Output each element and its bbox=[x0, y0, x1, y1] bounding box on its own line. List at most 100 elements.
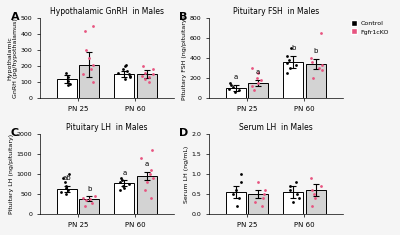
Point bbox=[64, 76, 71, 79]
Text: A: A bbox=[10, 12, 19, 22]
Point bbox=[145, 80, 152, 84]
Point bbox=[58, 191, 64, 194]
Point bbox=[308, 56, 314, 60]
Point bbox=[90, 63, 96, 67]
Bar bbox=[136, 176, 157, 214]
Point bbox=[238, 180, 244, 184]
Point bbox=[230, 85, 236, 89]
Point bbox=[150, 176, 156, 180]
Y-axis label: Pituitary FSH (ng/pituitary): Pituitary FSH (ng/pituitary) bbox=[182, 16, 187, 100]
Point bbox=[230, 192, 236, 196]
Point bbox=[238, 172, 244, 176]
Point bbox=[65, 79, 72, 82]
Y-axis label: Pituitary LH (ng/pituitary): Pituitary LH (ng/pituitary) bbox=[9, 134, 14, 214]
Point bbox=[309, 188, 316, 192]
Point bbox=[294, 192, 300, 196]
Point bbox=[115, 71, 121, 74]
Title: Serum LH  in Males: Serum LH in Males bbox=[239, 123, 313, 132]
Point bbox=[259, 204, 265, 208]
Point bbox=[88, 67, 94, 71]
Point bbox=[316, 66, 322, 70]
Point bbox=[64, 188, 71, 192]
Point bbox=[126, 76, 133, 79]
Point bbox=[296, 196, 302, 200]
Point bbox=[284, 71, 290, 75]
Point bbox=[261, 192, 268, 196]
Bar bbox=[226, 192, 246, 214]
Point bbox=[284, 61, 290, 65]
Point bbox=[149, 148, 156, 152]
Point bbox=[90, 24, 96, 28]
Point bbox=[232, 90, 238, 94]
Point bbox=[150, 72, 156, 76]
Bar bbox=[114, 74, 134, 98]
Point bbox=[138, 157, 144, 160]
Point bbox=[90, 80, 96, 84]
Point bbox=[319, 63, 325, 67]
Point bbox=[63, 184, 69, 188]
Point bbox=[236, 196, 242, 200]
Text: b: b bbox=[291, 45, 296, 51]
Point bbox=[248, 66, 255, 70]
Point bbox=[86, 197, 93, 201]
Point bbox=[288, 46, 294, 50]
Point bbox=[117, 188, 124, 192]
Point bbox=[228, 83, 234, 87]
Title: Hypothalamic GnRH  in Males: Hypothalamic GnRH in Males bbox=[50, 7, 164, 16]
Bar bbox=[226, 88, 246, 98]
Point bbox=[124, 69, 130, 73]
Point bbox=[311, 192, 318, 196]
Point bbox=[308, 60, 315, 64]
Point bbox=[309, 204, 315, 208]
Point bbox=[67, 82, 73, 86]
Point bbox=[312, 196, 318, 200]
Text: b: b bbox=[313, 48, 318, 54]
Point bbox=[120, 67, 126, 71]
Point bbox=[287, 66, 294, 70]
Point bbox=[146, 172, 153, 176]
Point bbox=[255, 71, 261, 75]
Text: b: b bbox=[87, 186, 92, 192]
Point bbox=[63, 72, 69, 75]
Bar bbox=[114, 183, 134, 214]
Point bbox=[123, 63, 130, 67]
Point bbox=[121, 64, 128, 68]
Point bbox=[286, 58, 292, 62]
Point bbox=[251, 88, 257, 92]
Bar bbox=[248, 194, 268, 214]
Point bbox=[62, 180, 68, 184]
Bar bbox=[248, 83, 268, 98]
Y-axis label: Serum LH (ng/mL): Serum LH (ng/mL) bbox=[184, 146, 188, 203]
Point bbox=[120, 184, 126, 188]
Point bbox=[146, 76, 152, 79]
Bar bbox=[79, 199, 99, 214]
Text: a: a bbox=[234, 74, 238, 80]
Point bbox=[317, 184, 324, 188]
Point bbox=[310, 76, 316, 80]
Text: a: a bbox=[256, 70, 260, 75]
Point bbox=[252, 200, 258, 204]
Text: C: C bbox=[10, 128, 19, 138]
Point bbox=[150, 67, 156, 71]
Title: Pituitary FSH  in Males: Pituitary FSH in Males bbox=[233, 7, 319, 16]
Point bbox=[141, 71, 148, 74]
Point bbox=[234, 204, 240, 208]
Point bbox=[142, 77, 148, 81]
Point bbox=[125, 72, 132, 76]
Point bbox=[233, 188, 239, 192]
Point bbox=[142, 188, 148, 192]
Point bbox=[82, 48, 89, 52]
Legend: Control, Fgfr1cKO: Control, Fgfr1cKO bbox=[350, 20, 390, 36]
Bar bbox=[306, 64, 326, 98]
Point bbox=[122, 77, 129, 81]
Point bbox=[258, 78, 264, 82]
Point bbox=[226, 87, 232, 91]
Point bbox=[83, 199, 89, 202]
Text: D: D bbox=[180, 128, 189, 138]
Bar bbox=[57, 189, 77, 214]
Point bbox=[254, 81, 261, 85]
Point bbox=[259, 196, 266, 200]
Point bbox=[92, 195, 98, 198]
Point bbox=[318, 68, 325, 72]
Point bbox=[118, 176, 124, 180]
